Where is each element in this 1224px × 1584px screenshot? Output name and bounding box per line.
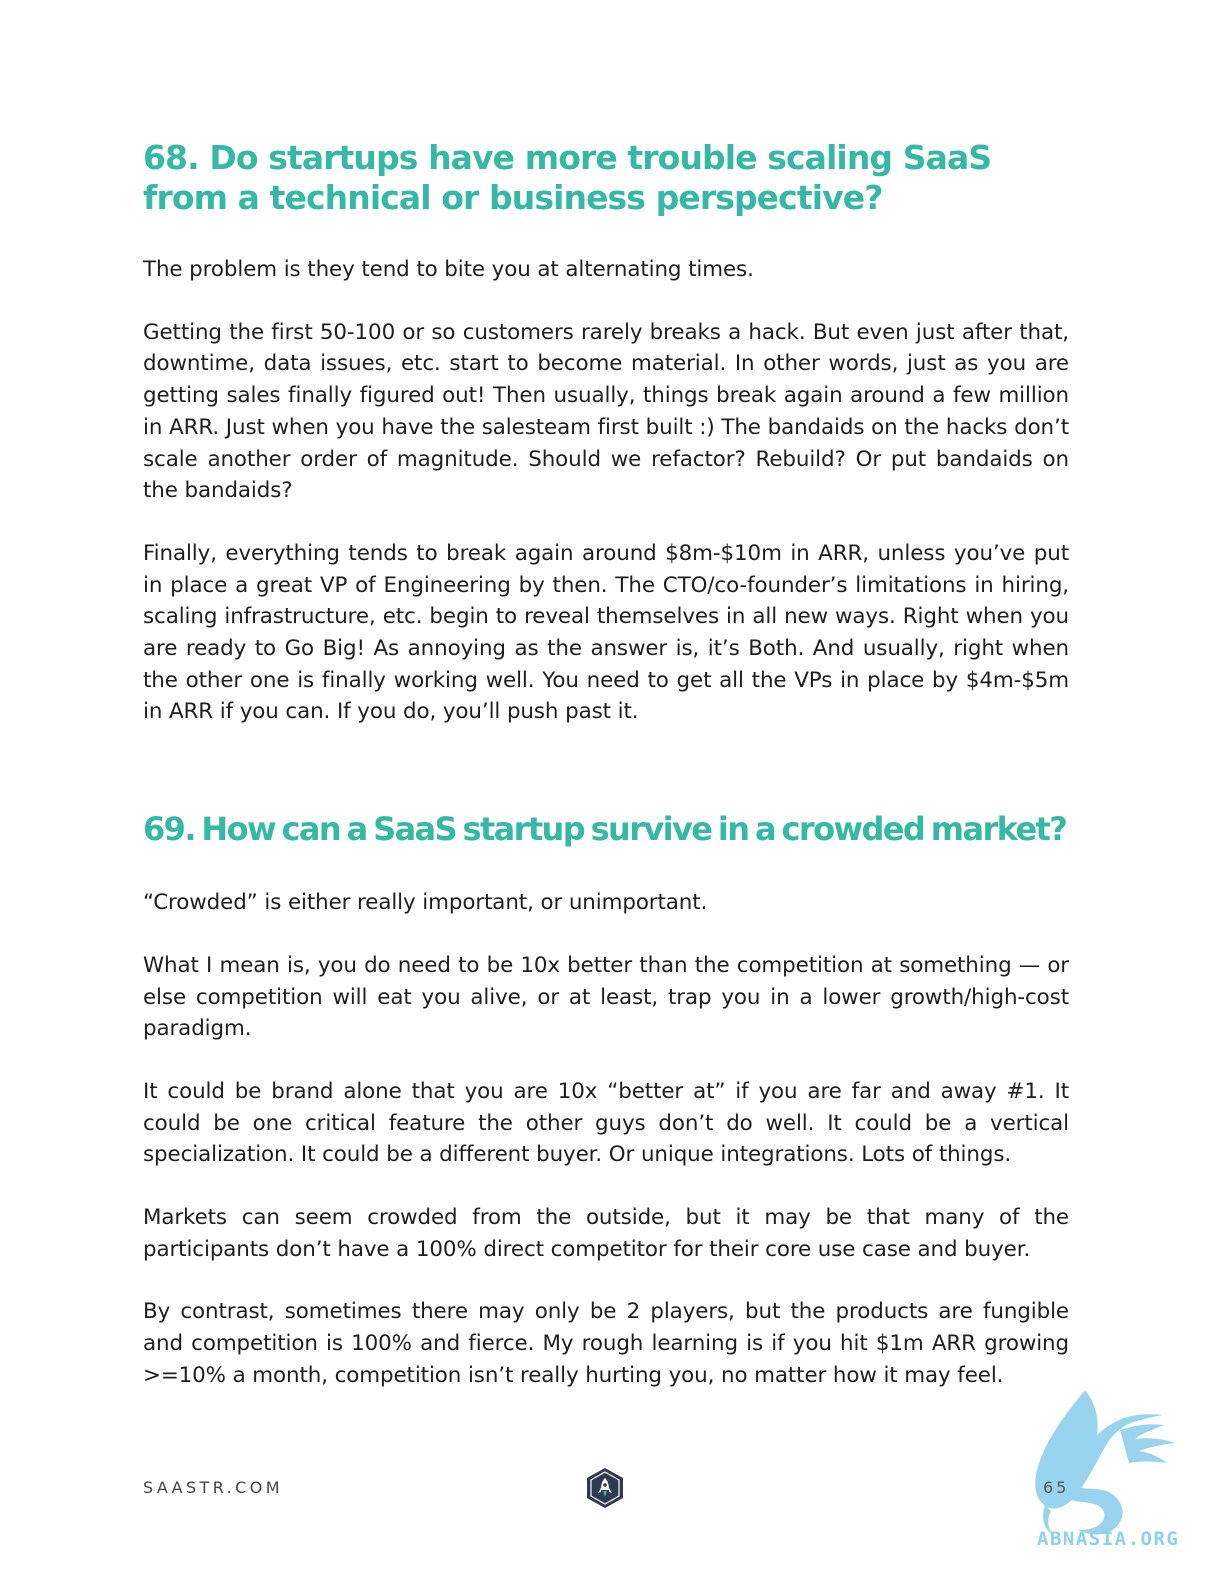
q68-paragraph-1: The problem is they tend to bite you at … [143, 257, 754, 282]
q68-paragraph-2: Getting the first 50-100 or so customers… [143, 319, 1069, 504]
q69-paragraph-2: What I mean is, you do need to be 10x be… [143, 952, 1069, 1042]
q69-paragraph-5: By contrast, sometimes there may only be… [143, 1299, 1069, 1388]
griffin-icon [1025, 1385, 1220, 1545]
q68-paragraph-3: Finally, everything tends to break again… [143, 540, 1069, 725]
question-69-title: 69. How can a SaaS startup survive in a … [143, 810, 1068, 849]
q69-paragraph-3: It could be brand alone that you are 10x… [143, 1078, 1069, 1168]
question-68-title: 68. Do startups have more trouble scalin… [143, 138, 992, 217]
page-content: 68. Do startups have more trouble scalin… [143, 138, 1069, 1392]
footer-site: SAASTR.COM [143, 1478, 283, 1497]
rocket-icon [585, 1467, 625, 1509]
page-number: 65 [1043, 1478, 1070, 1497]
q69-paragraph-4: Markets can seem crowded from the outsid… [143, 1205, 1069, 1262]
watermark-text: ABNASIA.ORG [1037, 1528, 1180, 1550]
q69-paragraph-1: “Crowded” is either really important, or… [143, 890, 708, 916]
